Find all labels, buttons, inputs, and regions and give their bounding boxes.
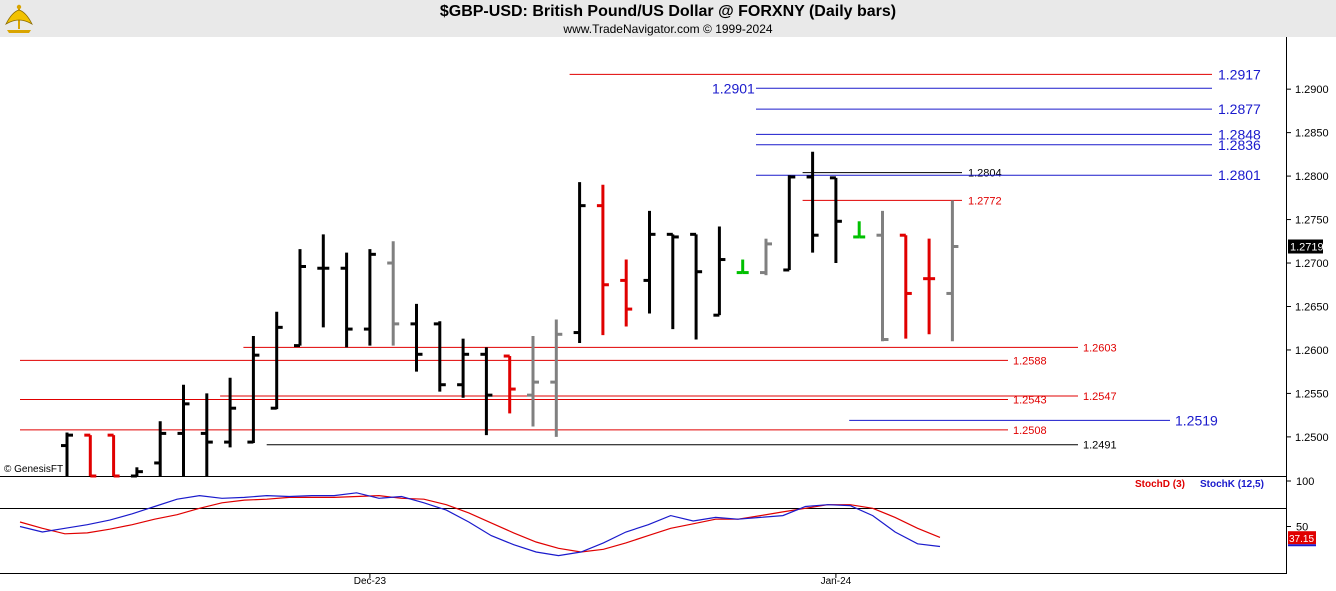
level-label: 1.2804 bbox=[968, 168, 1002, 180]
price-bar bbox=[573, 182, 586, 343]
price-bar bbox=[527, 336, 539, 427]
stoch-last-box bbox=[1288, 531, 1316, 545]
price-tick-label: 1.2500 bbox=[1295, 432, 1329, 444]
price-bar bbox=[690, 232, 703, 340]
last-price-label: 1.2719 bbox=[1290, 242, 1324, 254]
logo-icon bbox=[5, 4, 33, 33]
last-price-box bbox=[1288, 239, 1323, 254]
price-bar bbox=[666, 232, 679, 330]
level-label: 1.2588 bbox=[1013, 355, 1047, 367]
price-bar bbox=[340, 252, 353, 348]
copyright-label: © GenesisFT bbox=[4, 464, 63, 475]
price-bar bbox=[760, 238, 772, 276]
price-bar bbox=[923, 238, 936, 335]
price-bar bbox=[876, 210, 889, 342]
price-bar bbox=[247, 336, 260, 444]
price-bar bbox=[643, 210, 656, 314]
price-bar bbox=[433, 321, 446, 392]
price-bar bbox=[154, 421, 167, 476]
price-tick-label: 1.2550 bbox=[1295, 388, 1329, 400]
price-tick-label: 1.2750 bbox=[1295, 215, 1329, 227]
level-label: 1.2543 bbox=[1013, 395, 1047, 407]
price-bar bbox=[853, 221, 866, 239]
price-axis: 1.2500 1.2550 1.2600 1.2650 1.2700 1.2750 1.28… bbox=[1286, 84, 1329, 444]
price-bar bbox=[783, 175, 796, 272]
chart-subtitle: www.TradeNavigator.com © 1999-2024 bbox=[563, 22, 773, 36]
price-bar bbox=[503, 354, 516, 414]
level-label: 1.2603 bbox=[1083, 342, 1117, 354]
price-bar bbox=[363, 249, 376, 346]
level-label: 1.2508 bbox=[1013, 425, 1047, 437]
price-bar bbox=[224, 377, 237, 448]
time-tick-label: Jan-24 bbox=[821, 576, 852, 587]
price-tick-label: 1.2850 bbox=[1295, 128, 1329, 140]
level-label: 1.2901 bbox=[712, 80, 755, 96]
price-bar bbox=[480, 347, 493, 436]
level-label: 1.2519 bbox=[1175, 412, 1218, 428]
level-label: 1.2836 bbox=[1218, 137, 1261, 153]
stoch-tick-label: 50 bbox=[1296, 522, 1308, 534]
price-bar bbox=[410, 303, 423, 372]
price-bar bbox=[829, 176, 842, 264]
level-label: 1.2848 bbox=[1218, 126, 1261, 142]
stoch-series-line bbox=[19, 494, 941, 553]
stoch-series-line bbox=[19, 492, 941, 557]
price-bar bbox=[387, 241, 400, 346]
stoch-legend-k: StochK (12,5) bbox=[1200, 479, 1264, 490]
price-bar bbox=[550, 319, 563, 437]
level-label: 1.2547 bbox=[1083, 391, 1117, 403]
price-bar bbox=[177, 384, 190, 476]
chart-title: $GBP-USD: British Pound/US Dollar @ FORX… bbox=[439, 3, 897, 20]
price-bar bbox=[200, 393, 213, 476]
price-tick-label: 1.2700 bbox=[1295, 258, 1329, 270]
price-bars bbox=[61, 151, 959, 478]
price-bar bbox=[899, 233, 912, 339]
time-tick-label: Dec-23 bbox=[354, 576, 387, 587]
price-bar bbox=[294, 249, 306, 348]
price-bar bbox=[317, 234, 330, 328]
chart-header bbox=[0, 0, 1336, 37]
price-tick-label: 1.2600 bbox=[1295, 345, 1329, 357]
price-bar bbox=[806, 151, 819, 253]
time-axis: Dec-23 Jan-24 bbox=[354, 574, 852, 587]
price-tick-label: 1.2650 bbox=[1295, 301, 1329, 313]
stoch-legend-d: StochD (3) bbox=[1135, 479, 1185, 490]
price-tick-label: 1.2900 bbox=[1295, 84, 1329, 96]
price-bar bbox=[107, 433, 120, 478]
price-bar bbox=[713, 226, 726, 317]
price-bar bbox=[84, 433, 97, 478]
price-bar bbox=[736, 259, 749, 275]
price-bar bbox=[946, 200, 959, 342]
price-tick-label: 1.2800 bbox=[1295, 171, 1329, 183]
level-label: 1.2877 bbox=[1218, 101, 1261, 117]
stoch-last-label: 37.15 bbox=[1289, 534, 1314, 545]
price-bar bbox=[130, 467, 143, 478]
level-label: 1.2772 bbox=[968, 195, 1002, 207]
stoch-tick-label: 100 bbox=[1296, 476, 1314, 488]
level-label: 1.2917 bbox=[1218, 66, 1261, 82]
price-bar bbox=[596, 184, 609, 336]
level-label: 1.2801 bbox=[1218, 167, 1261, 183]
price-bar bbox=[270, 311, 283, 410]
price-bar bbox=[61, 432, 73, 476]
level-label: 1.2491 bbox=[1083, 440, 1117, 452]
price-bar bbox=[620, 259, 633, 327]
stochastic-pane: 100 50 StochD (3) StochK (12,5) 37.15 bbox=[19, 476, 1316, 557]
price-bar bbox=[457, 338, 470, 398]
